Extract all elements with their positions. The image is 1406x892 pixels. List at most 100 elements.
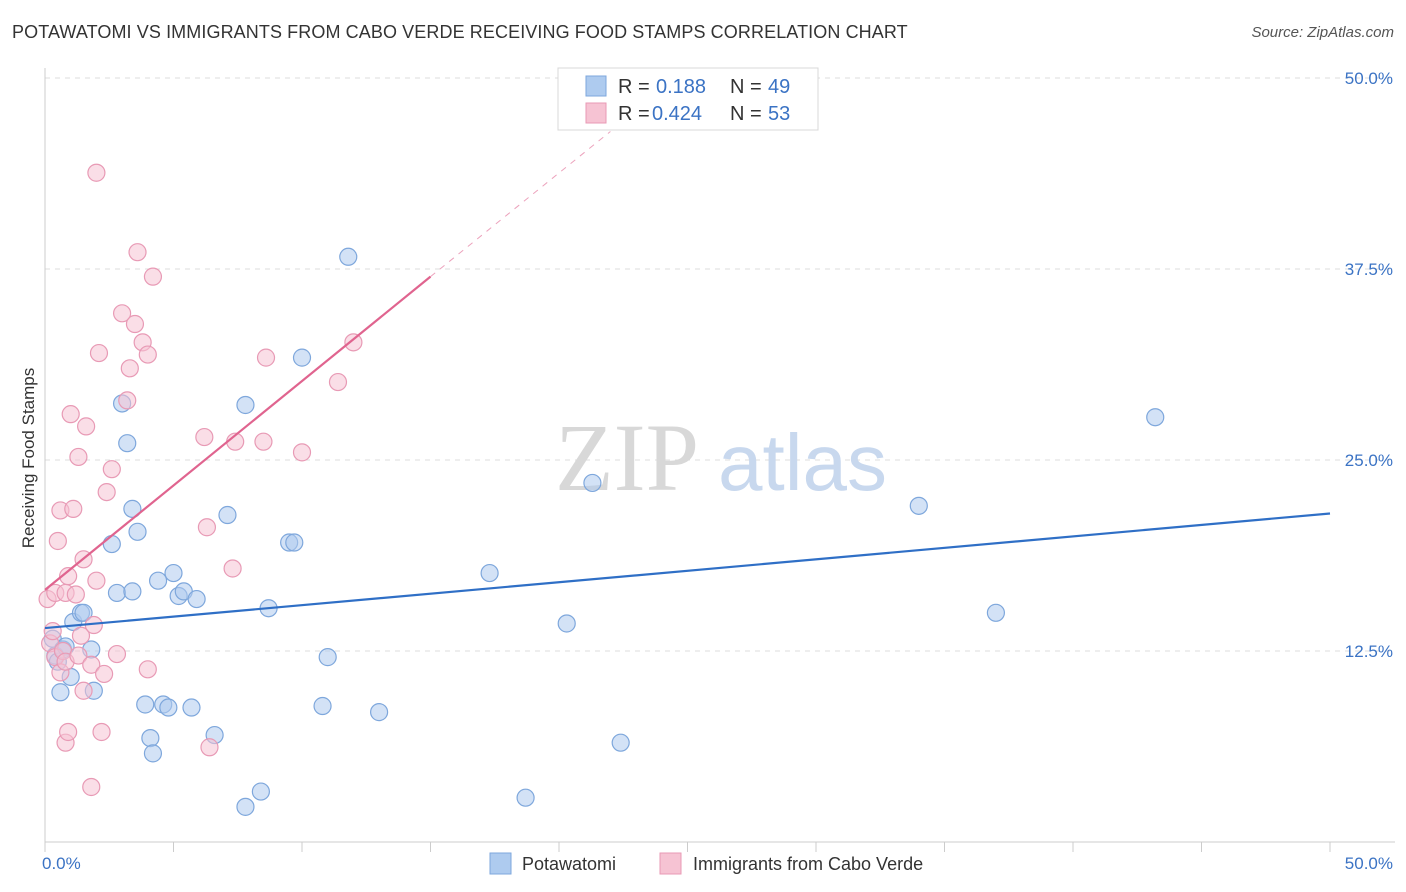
bottom-legend-swatch-blue xyxy=(489,852,512,875)
potawatomi-point-28 xyxy=(182,698,201,717)
cabo-verde-point-35 xyxy=(118,391,137,410)
cabo-verde-point-38 xyxy=(128,243,147,262)
cabo-verde-point-22 xyxy=(77,417,96,436)
cabo-verde-point-52 xyxy=(344,333,363,352)
legend-n-label-2: N = xyxy=(730,103,762,125)
potawatomi-point-20 xyxy=(141,728,160,748)
potawatomi-point-42 xyxy=(370,703,389,722)
potawatomi-point-21 xyxy=(143,744,163,763)
cabo-verde-point-45 xyxy=(200,738,219,757)
potawatomi-point-12 xyxy=(102,534,121,554)
cabo-verde-point-26 xyxy=(87,571,106,590)
potawatomi-point-17 xyxy=(123,499,142,518)
potawatomi-point-50 xyxy=(1146,408,1165,427)
potawatomi-point-9 xyxy=(74,603,93,622)
potawatomi-point-22 xyxy=(148,571,168,590)
potawatomi-point-44 xyxy=(516,788,535,807)
cabo-verde-point-20 xyxy=(74,681,93,700)
potawatomi-point-43 xyxy=(480,563,499,583)
y-tick-label-0: 12.5% xyxy=(1345,642,1393,661)
cabo-verde-point-32 xyxy=(102,460,121,479)
potawatomi-point-13 xyxy=(107,583,127,603)
chart-title: POTAWATOMI VS IMMIGRANTS FROM CABO VERDE… xyxy=(12,22,908,42)
cabo-verde-point-43 xyxy=(195,427,214,447)
potawatomi-point-3 xyxy=(51,683,70,702)
potawatomi-point-46 xyxy=(583,473,602,493)
potawatomi-point-15 xyxy=(118,434,137,453)
cabo-verde-point-51 xyxy=(328,372,348,392)
potawatomi-point-25 xyxy=(164,563,183,583)
cabo-verde-trend-line xyxy=(44,275,432,591)
y-tick-label-3: 50.0% xyxy=(1345,69,1393,88)
watermark: ZIP atlas xyxy=(555,404,887,511)
potawatomi-point-40 xyxy=(318,648,337,667)
cabo-verde-point-23 xyxy=(82,655,101,674)
watermark-zip: ZIP xyxy=(555,404,699,511)
potawatomi-point-48 xyxy=(909,496,928,515)
cabo-verde-point-44 xyxy=(197,518,217,537)
legend-n-value-1: 49 xyxy=(768,76,790,98)
legend-n-value-2: 53 xyxy=(768,103,790,125)
bottom-legend-swatch-pink xyxy=(659,852,682,875)
cabo-verde-point-18 xyxy=(69,646,88,665)
cabo-verde-point-24 xyxy=(82,777,101,797)
cabo-verde-point-33 xyxy=(107,644,127,664)
grid-lines xyxy=(45,77,1395,652)
cabo-verde-point-2 xyxy=(43,622,62,641)
potawatomi-point-29 xyxy=(187,589,206,609)
stats-legend: R = 0.188 N = 49 R = 0.424 N = 53 xyxy=(557,67,819,131)
tick-labels: 12.5% 25.0% 37.5% 50.0% 0.0% 50.0% xyxy=(42,69,1393,873)
potawatomi-point-31 xyxy=(218,505,237,525)
cabo-verde-point-15 xyxy=(64,499,83,518)
watermark-atlas: atlas xyxy=(718,418,887,507)
legend-r-value-2: 0.424 xyxy=(652,103,702,125)
cabo-verde-point-30 xyxy=(95,664,114,684)
cabo-verde-point-12 xyxy=(59,567,78,586)
cabo-verde-point-46 xyxy=(223,559,242,578)
cabo-verde-point-31 xyxy=(97,482,116,502)
cabo-verde-point-19 xyxy=(71,626,91,645)
cabo-verde-point-49 xyxy=(256,348,276,367)
cabo-verde-trend-extension xyxy=(430,131,611,278)
potawatomi-point-45 xyxy=(557,614,576,633)
series-legend: Potawatomi Immigrants from Cabo Verde xyxy=(489,852,923,875)
potawatomi-point-19 xyxy=(136,695,155,714)
potawatomi-point-49 xyxy=(986,603,1006,622)
y-tick-label-2: 37.5% xyxy=(1345,260,1393,279)
cabo-verde-point-42 xyxy=(143,267,163,286)
cabo-verde-point-13 xyxy=(59,722,78,742)
potawatomi-point-38 xyxy=(292,348,312,367)
potawatomi-point-34 xyxy=(251,782,270,801)
potawatomi-point-24 xyxy=(159,698,178,717)
legend-r-value-1: 0.188 xyxy=(656,76,706,98)
cabo-verde-point-40 xyxy=(138,345,157,364)
potawatomi-point-41 xyxy=(339,247,358,266)
source-label: Source: ZipAtlas.com xyxy=(1251,24,1394,41)
cabo-verde-point-34 xyxy=(112,304,132,323)
cabo-verde-point-48 xyxy=(254,432,273,451)
potawatomi-point-37 xyxy=(285,533,304,552)
x-tick-label-0: 0.0% xyxy=(42,854,81,873)
data-points xyxy=(38,163,1165,816)
potawatomi-point-16 xyxy=(123,582,142,601)
x-tick-label-1: 50.0% xyxy=(1345,854,1393,873)
y-tick-label-1: 25.0% xyxy=(1345,451,1393,470)
legend-swatch-blue xyxy=(585,75,607,97)
axes xyxy=(44,68,1395,852)
potawatomi-point-18 xyxy=(128,522,147,541)
potawatomi-point-47 xyxy=(611,733,630,752)
legend-r-label-2: R = xyxy=(618,103,650,125)
cabo-verde-point-36 xyxy=(120,359,139,378)
legend-r-label-1: R = xyxy=(618,76,650,98)
cabo-verde-point-14 xyxy=(61,405,80,424)
potawatomi-trend-line xyxy=(44,512,1331,630)
bottom-legend-label-1: Potawatomi xyxy=(522,854,616,874)
y-axis-title: Receiving Food Stamps xyxy=(19,368,38,548)
cabo-verde-point-17 xyxy=(69,447,88,467)
cabo-verde-point-41 xyxy=(138,660,157,679)
bottom-legend-label-2: Immigrants from Cabo Verde xyxy=(693,854,923,874)
potawatomi-point-33 xyxy=(236,797,255,816)
trend-lines xyxy=(44,131,1331,630)
cabo-verde-point-50 xyxy=(292,443,312,462)
